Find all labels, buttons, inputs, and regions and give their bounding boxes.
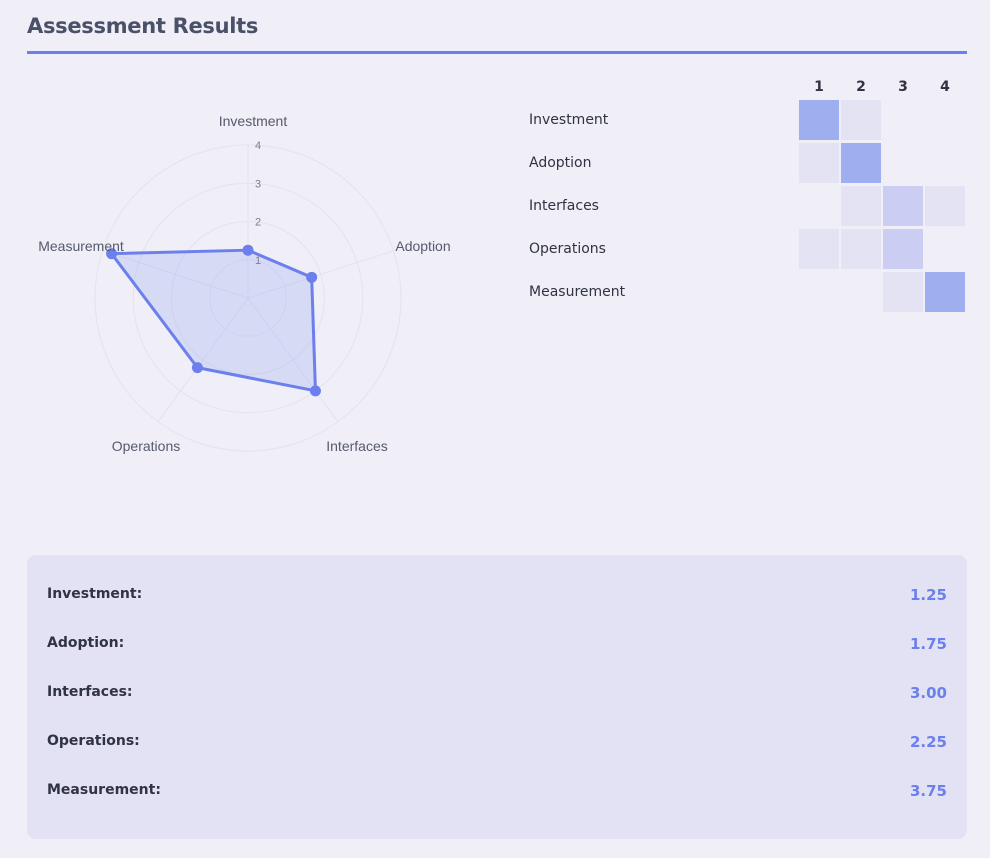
radar-point [306, 271, 318, 283]
heatmap-cell [883, 229, 923, 269]
radar-axis-label: Adoption [395, 238, 450, 254]
score-row: Investment: 1.25 [47, 586, 947, 606]
heatmap-cell [841, 100, 881, 140]
heatmap-cell [799, 229, 839, 269]
grid-spoke [102, 250, 249, 299]
radar-series-area [110, 248, 317, 393]
score-value: 2.25 [909, 733, 947, 751]
radar-axis-label: Interfaces [326, 438, 387, 454]
heatmap-cell [883, 186, 923, 226]
grid-spoke [247, 250, 394, 299]
heatmap-cell [925, 272, 965, 312]
heatmap-cell [925, 186, 965, 226]
grid-spoke [157, 297, 249, 423]
heatmap-row-label: Interfaces [529, 198, 599, 214]
title-divider [27, 51, 967, 54]
radial-tick-label: 2 [255, 217, 261, 229]
heatmap-cell [841, 229, 881, 269]
heatmap-cell [841, 143, 881, 183]
score-value: 3.00 [909, 684, 947, 702]
score-row: Measurement: 3.75 [47, 782, 947, 802]
radar-point [191, 362, 203, 374]
scores-panel: Investment: 1.25 Adoption: 1.75 Interfaces: 3… [27, 555, 967, 839]
score-value: 1.75 [909, 635, 947, 653]
score-label: Adoption: [47, 635, 125, 651]
radar-axis-label: Operations [112, 438, 180, 454]
score-label: Operations: [47, 733, 140, 749]
score-row: Interfaces: 3.00 [47, 684, 947, 704]
radar-chart: 1 2 3 4 Investment Adoption Interfaces Operatio… [38, 113, 450, 454]
radial-tick-label: 3 [255, 178, 261, 190]
radar-axis-label: Measurement [38, 238, 124, 254]
score-row: Operations: 2.25 [47, 733, 947, 753]
heatmap-row-label: Operations [529, 241, 606, 257]
radar-axis-label: Investment [219, 113, 288, 129]
radial-tick-label: 4 [255, 140, 261, 152]
radar-point [242, 244, 254, 256]
heatmap-column-header: 2 [856, 79, 866, 95]
heatmap-row-label: Measurement [529, 284, 626, 300]
score-row: Adoption: 1.75 [47, 635, 947, 655]
radar-point [106, 248, 118, 260]
radial-tick-label: 1 [255, 255, 261, 267]
heatmap-cell [841, 186, 881, 226]
page-title: Assessment Results [27, 14, 259, 38]
heatmap-cell [883, 272, 923, 312]
heatmap-cell [799, 143, 839, 183]
score-label: Interfaces: [47, 684, 133, 700]
heatmap-column-header: 4 [940, 79, 950, 95]
score-value: 1.25 [909, 586, 947, 604]
heatmap-row-label: Investment [529, 112, 609, 128]
heatmap-column-header: 1 [814, 79, 824, 95]
heatmap-column-header: 3 [898, 79, 908, 95]
score-value: 3.75 [909, 782, 947, 800]
heatmap-cell [799, 100, 839, 140]
grid-spoke [247, 297, 339, 423]
score-label: Measurement: [47, 782, 161, 798]
heatmap-row-label: Adoption [529, 155, 592, 171]
score-label: Investment: [47, 586, 143, 602]
radar-point [309, 385, 321, 397]
